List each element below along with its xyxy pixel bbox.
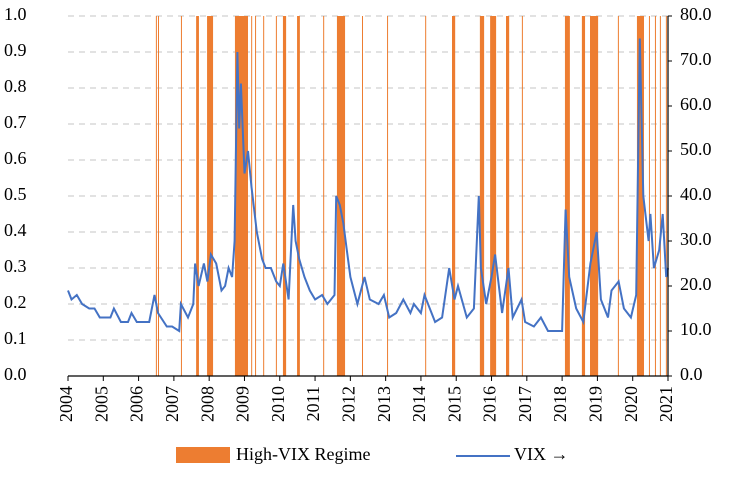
y2-tick-label: 70.0 [680, 49, 712, 69]
regime-bar [323, 16, 325, 376]
regime-bar [654, 16, 656, 376]
regime-bar [282, 16, 287, 376]
regime-bar [617, 16, 619, 376]
x-tick-label: 2019 [586, 386, 606, 422]
x-tick-label: 2021 [656, 386, 676, 422]
y-tick-label: 1.0 [4, 4, 27, 24]
y-tick-label: 0.4 [4, 220, 27, 240]
regime-bar [452, 16, 456, 376]
x-tick-label: 2008 [197, 386, 217, 422]
regime-bar [297, 16, 300, 376]
regime-bar [564, 16, 570, 376]
x-tick-label: 2018 [550, 386, 570, 422]
y-tick-label: 0.3 [4, 256, 27, 276]
x-tick-label: 2012 [338, 386, 358, 422]
y-tick-label: 0.8 [4, 76, 27, 96]
x-tick-label: 2004 [56, 386, 76, 422]
legend-label: High-VIX Regime [236, 444, 370, 464]
x-tick-label: 2014 [409, 386, 429, 422]
regime-bar [659, 16, 661, 376]
y2-tick-label: 80.0 [680, 4, 712, 24]
regime-bar [387, 16, 389, 376]
x-tick-label: 2005 [91, 386, 111, 422]
regime-bar [263, 16, 265, 376]
regime-bar [180, 16, 182, 376]
x-tick-label: 2017 [515, 386, 535, 422]
y2-tick-label: 40.0 [680, 184, 712, 204]
regime-bar [362, 16, 363, 376]
x-tick-label: 2009 [233, 386, 253, 422]
y2-tick-label: 30.0 [680, 229, 712, 249]
y-tick-label: 0.9 [4, 40, 27, 60]
y-tick-label: 0.6 [4, 148, 27, 168]
regime-bar [581, 16, 586, 376]
y-tick-label: 0.7 [4, 112, 27, 132]
x-tick-label: 2011 [303, 386, 323, 421]
y-tick-label: 0.1 [4, 328, 27, 348]
y-tick-label: 0.2 [4, 292, 27, 312]
regime-bar [479, 16, 485, 376]
x-tick-label: 2015 [444, 386, 464, 422]
x-tick-label: 2016 [480, 386, 500, 422]
regime-bar [255, 16, 257, 376]
x-tick-label: 2007 [162, 386, 182, 422]
y-tick-label: 0.5 [4, 184, 27, 204]
legend-label: VIX → [514, 444, 569, 464]
vix-line [67, 38, 669, 333]
regime-bar [521, 16, 523, 376]
y-tick-label: 0.0 [4, 364, 27, 384]
regime-bar [336, 16, 346, 376]
regime-bar [590, 16, 599, 376]
y2-tick-label: 60.0 [680, 94, 712, 114]
y2-tick-label: 50.0 [680, 139, 712, 159]
regime-bar [506, 16, 510, 376]
regime-bar [155, 16, 157, 376]
regime-bar [648, 16, 650, 376]
regime-bar [275, 16, 277, 376]
regime-bar [490, 16, 497, 376]
y2-tick-label: 0.0 [680, 364, 703, 384]
regime-bar [665, 16, 667, 376]
regime-bar [636, 16, 644, 376]
x-tick-label: 2013 [374, 386, 394, 422]
x-tick-label: 2010 [268, 386, 288, 422]
y2-tick-label: 10.0 [680, 319, 712, 339]
regime-bar [207, 16, 214, 376]
x-tick-label: 2006 [127, 386, 147, 422]
regime-bar [158, 16, 159, 376]
x-tick-label: 2020 [621, 386, 641, 422]
regime-bar [196, 16, 199, 376]
regime-bar [425, 16, 427, 376]
legend-swatch [176, 447, 230, 463]
y2-tick-label: 20.0 [680, 274, 712, 294]
